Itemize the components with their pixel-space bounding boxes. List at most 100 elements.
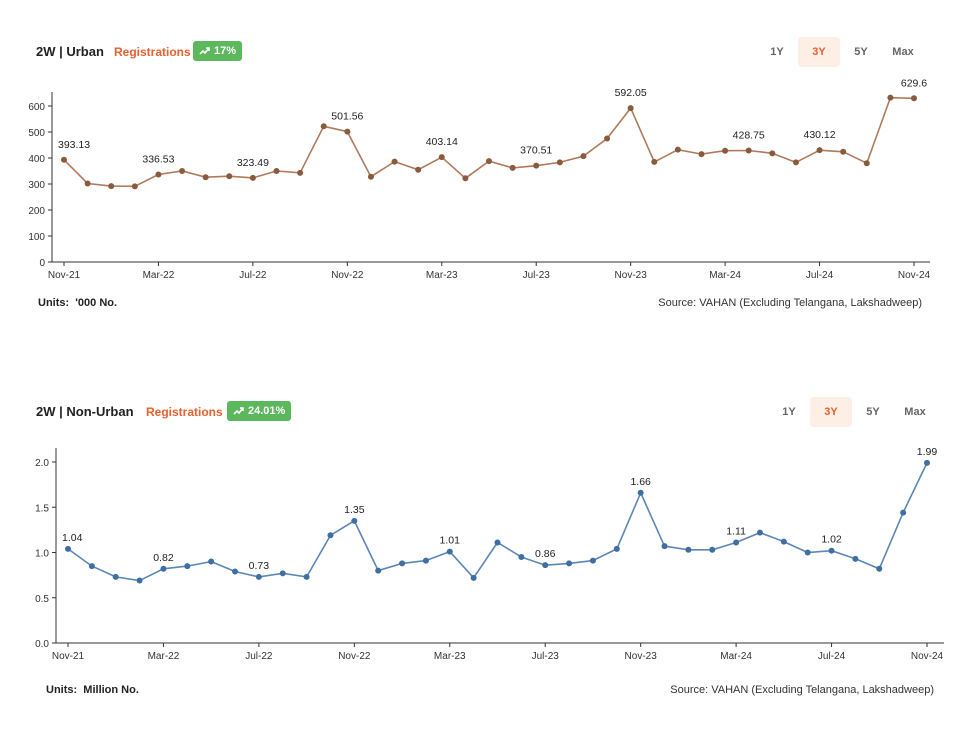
data-point[interactable]	[780, 538, 787, 545]
data-point[interactable]	[65, 545, 71, 552]
data-point[interactable]	[556, 159, 563, 166]
data-point[interactable]	[273, 168, 280, 174]
data-point[interactable]	[375, 567, 382, 574]
series-line	[63, 96, 915, 188]
data-point[interactable]	[887, 94, 894, 101]
data-point[interactable]	[255, 573, 262, 580]
data-point[interactable]	[112, 573, 119, 580]
data-point[interactable]	[674, 146, 681, 153]
data-point[interactable]	[828, 547, 835, 554]
data-point[interactable]	[756, 529, 763, 536]
data-point[interactable]	[733, 539, 740, 546]
data-point[interactable]	[415, 166, 422, 173]
tab-max[interactable]: Max	[904, 406, 926, 418]
data-point[interactable]	[924, 459, 930, 466]
data-point[interactable]	[226, 173, 233, 180]
data-point[interactable]	[685, 546, 692, 553]
tab-max[interactable]: Max	[892, 46, 914, 58]
data-point[interactable]	[533, 162, 540, 169]
tab-3y[interactable]: 3Y	[810, 397, 852, 427]
units-value: Million No.	[83, 684, 139, 696]
data-point[interactable]	[202, 174, 209, 181]
data-point[interactable]	[698, 151, 705, 158]
x-tick-label: Nov-22	[338, 651, 371, 662]
tab-5y[interactable]: 5Y	[866, 406, 880, 418]
data-point[interactable]	[604, 135, 611, 142]
data-point[interactable]	[61, 156, 67, 163]
data-point[interactable]	[651, 158, 658, 165]
data-point[interactable]	[792, 159, 799, 166]
data-point[interactable]	[769, 150, 776, 157]
data-point[interactable]	[184, 563, 191, 570]
data-point[interactable]	[297, 169, 304, 176]
data-point[interactable]	[722, 147, 729, 154]
data-point[interactable]	[542, 562, 549, 569]
data-point[interactable]	[131, 183, 138, 190]
data-point[interactable]	[249, 174, 256, 181]
data-point[interactable]	[320, 123, 327, 130]
chart-title: 2W | Urban	[36, 44, 104, 59]
data-point[interactable]	[108, 183, 115, 190]
data-point[interactable]	[566, 560, 573, 567]
data-point[interactable]	[876, 565, 883, 572]
data-point[interactable]	[399, 560, 406, 567]
data-point[interactable]	[84, 180, 91, 187]
tab-3y[interactable]: 3Y	[798, 37, 840, 67]
data-point[interactable]	[367, 173, 374, 180]
data-point[interactable]	[155, 171, 162, 178]
data-point[interactable]	[589, 557, 596, 564]
data-point[interactable]	[509, 164, 516, 171]
x-tick-label: Jul-24	[806, 270, 834, 281]
data-point[interactable]	[486, 158, 492, 165]
data-point[interactable]	[627, 105, 634, 112]
x-tick-label: Jul-22	[239, 270, 267, 281]
data-point[interactable]	[279, 570, 286, 577]
tab-1y[interactable]: 1Y	[770, 46, 784, 58]
tab-5y[interactable]: 5Y	[854, 46, 868, 58]
y-tick-label: 600	[28, 102, 45, 113]
data-point[interactable]	[745, 147, 752, 154]
y-tick-label: 500	[28, 128, 45, 139]
data-label: 0.82	[153, 552, 174, 564]
data-point[interactable]	[494, 539, 501, 546]
data-point[interactable]	[518, 554, 525, 561]
nonurban-line-chart: 0.0 0.5 1.0 1.5 2.0 Nov-21 Mar-22 Jul-22 Nov-22 M…	[35, 446, 944, 662]
data-point[interactable]	[804, 549, 811, 556]
data-point[interactable]	[637, 489, 644, 496]
data-point[interactable]	[136, 577, 143, 584]
data-point[interactable]	[446, 548, 453, 555]
data-point[interactable]	[613, 545, 620, 552]
range-tabs: 1Y 3Y 5Y Max	[768, 397, 936, 427]
data-point[interactable]	[160, 565, 167, 572]
data-point[interactable]	[351, 517, 358, 524]
data-point[interactable]	[816, 147, 823, 154]
data-label: 336.53	[142, 154, 174, 166]
data-point[interactable]	[580, 153, 587, 160]
data-label: 0.73	[249, 560, 270, 572]
data-point[interactable]	[840, 148, 847, 155]
data-point[interactable]	[661, 543, 668, 550]
data-point[interactable]	[911, 95, 917, 102]
data-point[interactable]	[462, 175, 469, 182]
data-point[interactable]	[327, 532, 334, 539]
data-label: 430.12	[803, 129, 835, 141]
data-point[interactable]	[900, 509, 907, 516]
data-point[interactable]	[303, 573, 310, 580]
data-point[interactable]	[709, 546, 716, 553]
data-point[interactable]	[344, 128, 351, 135]
data-point[interactable]	[863, 160, 870, 167]
tab-1y[interactable]: 1Y	[782, 406, 796, 418]
data-point[interactable]	[88, 563, 95, 570]
data-point[interactable]	[179, 168, 186, 174]
data-point[interactable]	[208, 558, 215, 565]
metric-label: Registrations	[146, 405, 223, 419]
data-point[interactable]	[470, 574, 477, 581]
units-label: Units:	[38, 297, 70, 309]
data-point[interactable]	[422, 557, 429, 564]
x-tick-label: Nov-24	[898, 270, 931, 281]
chart-title: 2W | Non-Urban	[36, 404, 134, 419]
data-point[interactable]	[852, 555, 859, 562]
data-point[interactable]	[438, 154, 445, 161]
data-point[interactable]	[232, 568, 239, 575]
data-point[interactable]	[391, 158, 398, 165]
